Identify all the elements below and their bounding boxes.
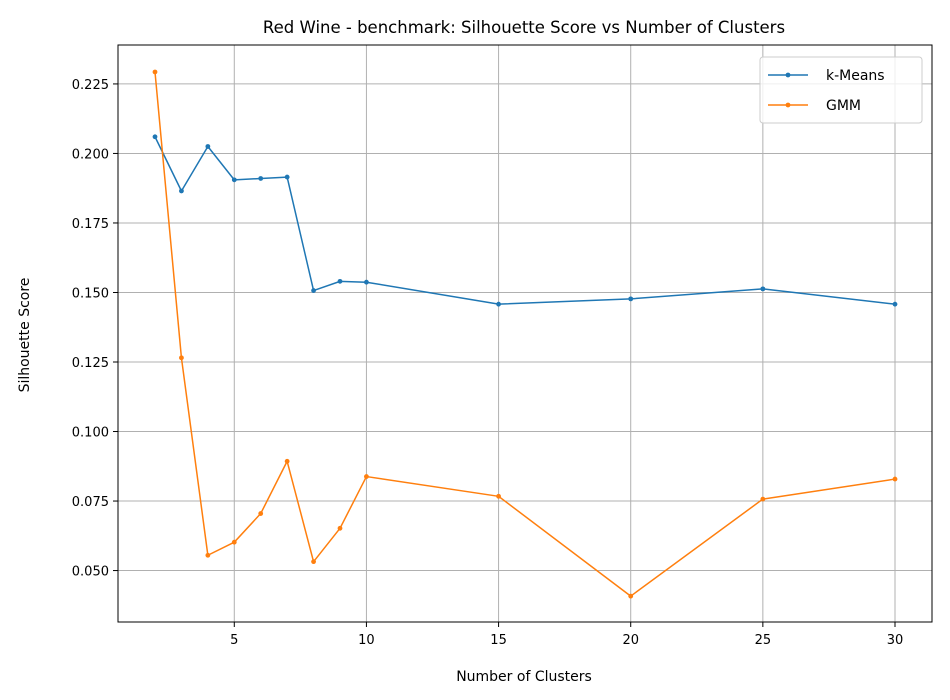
- x-tick-label: 5: [230, 633, 238, 648]
- data-point-gmm: [284, 458, 290, 464]
- series-line-k-means: [154, 136, 896, 305]
- y-tick-label: 0.075: [72, 495, 109, 510]
- data-point-k-means: [892, 301, 898, 307]
- x-tick-label: 10: [358, 633, 375, 648]
- x-tick-label: 20: [622, 633, 639, 648]
- data-point-gmm: [337, 525, 343, 531]
- data-point-gmm: [364, 474, 369, 479]
- data-point-k-means: [628, 296, 634, 302]
- series-line-gmm: [154, 71, 896, 597]
- data-point-k-means: [231, 177, 237, 183]
- data-point-gmm: [205, 552, 211, 558]
- data-point-k-means: [496, 301, 501, 307]
- y-tick-label: 0.050: [72, 565, 109, 580]
- x-tick-label: 30: [887, 633, 904, 648]
- data-point-gmm: [258, 511, 264, 516]
- ticks: 5 10 15 20 25 30 0.050 0.075 0.100 0.125 0.150 0.17…: [72, 78, 903, 648]
- y-tick-label: 0.225: [72, 78, 109, 93]
- data-point-gmm: [311, 559, 316, 565]
- data-point-k-means: [337, 278, 343, 284]
- data-point-gmm: [892, 476, 898, 482]
- series-gmm: [152, 69, 898, 599]
- legend: k-Means GMM: [759, 56, 923, 124]
- data-point-gmm: [496, 493, 501, 499]
- legend-label-gmm: GMM: [826, 98, 861, 114]
- data-point-gmm: [179, 355, 184, 361]
- y-tick-label: 0.175: [72, 217, 109, 232]
- plot-frame: [117, 44, 933, 623]
- y-axis-label: Silhouette Score: [17, 278, 33, 393]
- legend-marker-k-means: [785, 72, 791, 78]
- legend-label-k-means: k-Means: [826, 68, 885, 84]
- data-point-k-means: [179, 188, 184, 194]
- x-tick-label: 25: [755, 633, 772, 648]
- series-layer: [152, 69, 898, 599]
- data-point-gmm: [760, 496, 766, 502]
- axes-frame: [117, 44, 933, 623]
- data-point-k-means: [284, 174, 290, 180]
- legend-marker-gmm: [785, 102, 791, 108]
- y-tick-label: 0.150: [72, 286, 109, 301]
- x-axis-label: Number of Clusters: [456, 669, 592, 685]
- data-point-gmm: [628, 593, 634, 599]
- data-point-gmm: [231, 539, 237, 545]
- data-point-gmm: [152, 69, 158, 75]
- data-point-k-means: [311, 288, 316, 293]
- data-point-k-means: [760, 286, 766, 292]
- data-point-k-means: [258, 176, 264, 181]
- y-tick-label: 0.100: [72, 426, 109, 441]
- data-point-k-means: [364, 279, 369, 285]
- x-tick-label: 15: [490, 633, 507, 648]
- y-tick-label: 0.125: [72, 356, 109, 371]
- y-tick-label: 0.200: [72, 147, 109, 162]
- data-point-k-means: [152, 134, 158, 140]
- chart-title: Red Wine - benchmark: Silhouette Score v…: [263, 18, 785, 37]
- legend-box: [759, 56, 923, 124]
- series-k-means: [152, 134, 898, 307]
- data-point-k-means: [205, 144, 211, 149]
